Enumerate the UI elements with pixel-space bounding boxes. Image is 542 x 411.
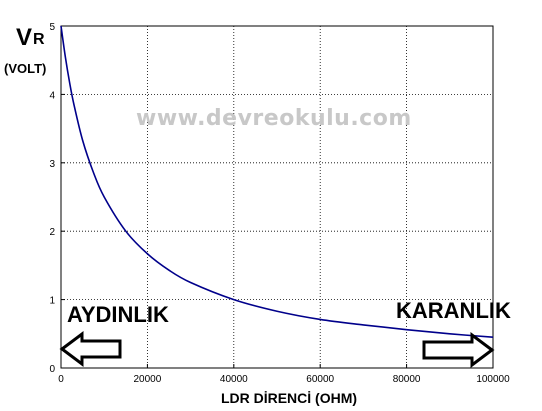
y-tick-label: 1 [49, 296, 55, 307]
x-tick-label: 100000 [476, 374, 510, 385]
y-tick-label: 4 [49, 90, 55, 101]
data-line [60, 25, 494, 339]
y-axis-symbol: V [16, 24, 33, 51]
x-axis-ticks: 0 20000 40000 60000 80000 100000 [58, 364, 510, 385]
y-axis-label: VR [16, 26, 45, 50]
y-axis-ticks: 0 1 2 3 4 5 [49, 22, 65, 375]
right-arrow-icon [422, 332, 495, 368]
x-tick-label: 0 [58, 374, 64, 385]
left-arrow-icon [59, 331, 122, 367]
plot-frame [60, 25, 494, 369]
y-axis-subscript: R [33, 31, 45, 48]
annotation-aydinlik: AYDINLIK [67, 302, 169, 327]
grid-lines [61, 26, 493, 368]
y-tick-label: 5 [49, 22, 55, 33]
x-tick-label: 80000 [393, 374, 421, 385]
annotation-karanlik: KARANLIK [396, 298, 511, 323]
y-axis-unit: (VOLT) [4, 61, 47, 76]
y-tick-label: 3 [49, 159, 55, 170]
x-axis-label: LDR DİRENCİ (OHM) [220, 390, 358, 406]
y-tick-label: 0 [49, 364, 55, 375]
y-tick-label: 2 [49, 227, 55, 238]
x-tick-label: 40000 [220, 374, 248, 385]
x-tick-label: 20000 [133, 374, 161, 385]
x-tick-label: 60000 [306, 374, 334, 385]
watermark: www.devreokulu.com [136, 106, 412, 131]
